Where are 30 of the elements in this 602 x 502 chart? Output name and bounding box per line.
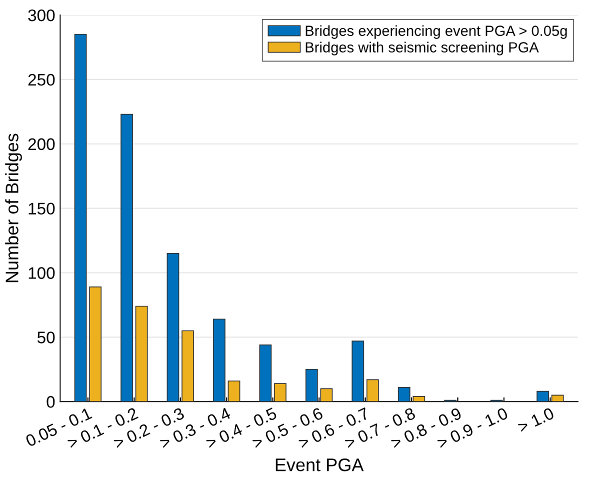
bar [74, 34, 87, 402]
bar [320, 388, 333, 402]
y-tick-label: 150 [28, 202, 55, 215]
bar [213, 318, 226, 402]
bar [274, 383, 286, 402]
bar [166, 253, 180, 402]
legend-label: Bridges with seismic screening PGA [306, 42, 539, 56]
bar [352, 340, 364, 402]
bar [412, 396, 426, 402]
y-tick-label: 50 [37, 332, 55, 344]
x-tick-label: > 1.0 [517, 407, 555, 434]
bar [182, 330, 194, 402]
bar [366, 379, 379, 402]
y-axis-title: Number of Bridges [5, 134, 22, 282]
bar [135, 306, 148, 402]
bar [551, 394, 564, 402]
bar [228, 380, 240, 402]
bar [120, 114, 133, 402]
legend-label: Bridges experiencing event PGA > 0.05g [306, 25, 567, 39]
y-tick-label: 250 [28, 74, 55, 86]
y-tick-label: 0 [46, 396, 55, 408]
y-tick-label: 100 [28, 267, 55, 279]
x-axis-title: Event PGA [276, 458, 364, 472]
bar [259, 344, 272, 402]
bar [89, 286, 102, 402]
y-tick-label: 300 [28, 9, 55, 22]
bar [536, 390, 549, 402]
y-tick-label: 200 [28, 138, 55, 150]
bar [305, 368, 318, 402]
bar [398, 387, 410, 402]
